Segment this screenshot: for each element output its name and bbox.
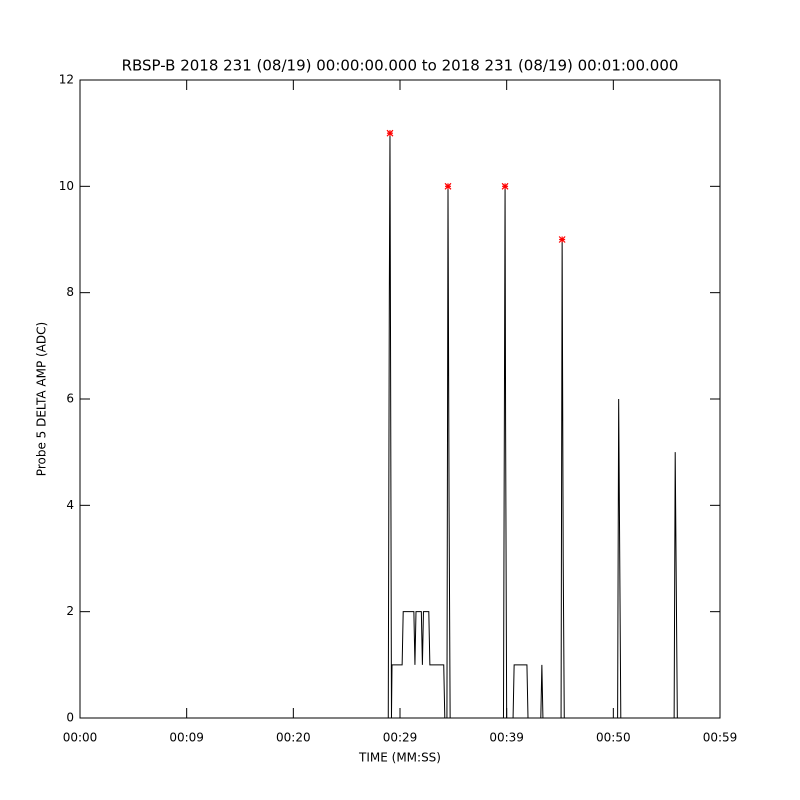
x-tick-label: 00:20 (276, 731, 311, 745)
plot-frame (79, 79, 721, 719)
peak-marker (558, 236, 566, 243)
x-tick-label: 00:50 (596, 731, 631, 745)
x-tick-label: 00:39 (489, 731, 524, 745)
y-tick-label: 12 (59, 73, 74, 87)
x-tick-label: 00:00 (63, 731, 98, 745)
peak-marker (386, 129, 394, 137)
y-tick-label: 4 (66, 498, 74, 512)
peak-marker (444, 182, 452, 190)
x-tick-label: 00:29 (383, 731, 418, 745)
y-tick-label: 8 (66, 285, 74, 299)
x-tick-label: 00:09 (169, 731, 204, 745)
y-tick-label: 6 (66, 392, 74, 406)
y-tick-label: 0 (66, 711, 74, 725)
y-tick-label: 2 (66, 604, 74, 618)
data-line (80, 133, 678, 719)
peak-marker (501, 182, 509, 190)
y-tick-label: 10 (59, 179, 74, 193)
x-tick-label: 00:59 (703, 731, 738, 745)
y-axis-label: Probe 5 DELTA AMP (ADC) (35, 322, 49, 476)
chart-title: RBSP-B 2018 231 (08/19) 00:00:00.000 to … (122, 57, 679, 75)
x-axis-label: TIME (MM:SS) (358, 751, 441, 765)
